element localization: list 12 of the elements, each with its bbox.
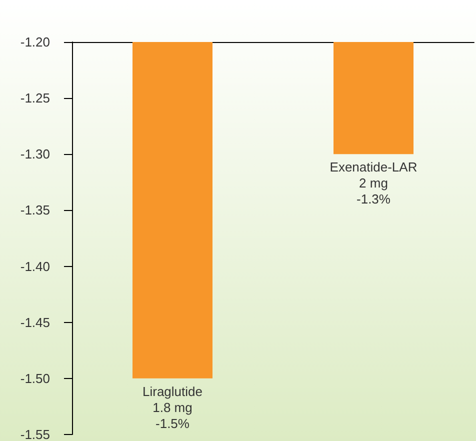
y-tick-label: -1.35	[20, 202, 50, 218]
x-tick-label: Exenatide-LAR 2 mg	[330, 160, 418, 191]
data-label: -1.3%	[356, 192, 391, 207]
y-tick-label: -1.20	[20, 34, 50, 50]
y-tick-label: -1.55	[20, 427, 50, 441]
y-tick-label: -1.25	[20, 90, 50, 106]
y-tick-label: -1.45	[20, 314, 50, 330]
data-label: -1.5%	[156, 416, 190, 431]
y-tick-label: -1.30	[20, 146, 50, 162]
y-tick-label: -1.50	[20, 370, 50, 386]
x-tick-label: Liraglutide 1.8 mg	[142, 384, 202, 415]
y-tick-label: -1.40	[20, 258, 50, 274]
